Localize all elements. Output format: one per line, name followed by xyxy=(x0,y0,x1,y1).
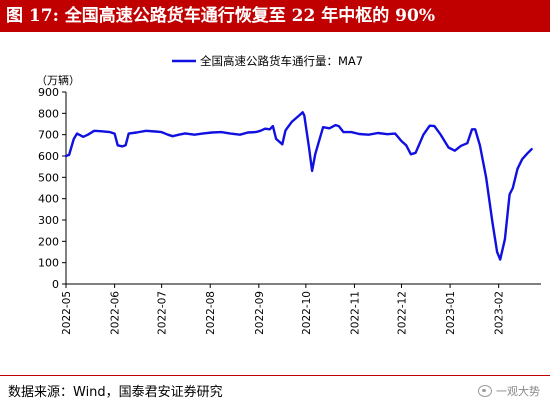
y-tick-label: 700 xyxy=(38,129,59,142)
y-tick-label: 400 xyxy=(38,193,59,206)
y-tick-label: 600 xyxy=(38,150,59,163)
figure-title: 图 17: 全国高速公路货车通行恢复至 22 年中枢的 90% xyxy=(0,0,550,32)
y-tick-label: 100 xyxy=(38,257,59,270)
x-axis: 2022-05 2022-06 2022-07 2022-08 2022-09 2022-… xyxy=(61,283,541,335)
x-tick-label: 2022-08 xyxy=(205,291,217,335)
plot-area xyxy=(64,111,533,261)
x-tick-label: 2022-07 xyxy=(157,291,169,335)
legend: 全国高速公路货车通行量：MA7 xyxy=(172,54,363,68)
footer-divider xyxy=(0,375,550,376)
y-tick-label: 200 xyxy=(38,235,59,248)
y-tick-label: 0 xyxy=(52,278,59,291)
x-tick-label: 2022-06 xyxy=(110,291,122,335)
y-unit-label: （万辆） xyxy=(36,73,80,87)
y-tick-label: 500 xyxy=(38,171,59,184)
watermark: 一观大势 xyxy=(478,383,540,399)
x-tick-label: 2022-11 xyxy=(349,291,361,335)
source-note: 数据来源：Wind，国泰君安证券研究 xyxy=(8,385,223,400)
wechat-icon xyxy=(478,385,492,397)
x-tick-label: 2022-12 xyxy=(396,291,408,335)
series-line xyxy=(64,111,533,261)
legend-label: 全国高速公路货车通行量：MA7 xyxy=(200,54,363,68)
y-tick-label: 900 xyxy=(38,86,59,99)
line-chart: 全国高速公路货车通行量：MA7 （万辆） 0 100 200 300 400 500 600… xyxy=(36,54,541,335)
x-tick-label: 2022-09 xyxy=(254,291,266,335)
x-tick-label: 2022-05 xyxy=(61,291,73,335)
y-axis: 0 100 200 300 400 500 600 700 800 900 xyxy=(38,86,67,291)
y-tick-label: 300 xyxy=(38,214,59,227)
watermark-text: 一观大势 xyxy=(496,385,540,398)
x-tick-label: 2023-01 xyxy=(445,291,457,335)
x-tick-label: 2023-02 xyxy=(494,291,506,335)
x-tick-label: 2022-10 xyxy=(301,291,313,335)
y-tick-label: 800 xyxy=(38,107,59,120)
